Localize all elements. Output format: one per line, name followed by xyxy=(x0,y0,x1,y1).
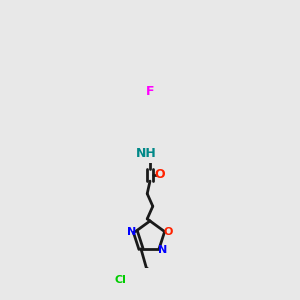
Text: NH: NH xyxy=(136,147,157,160)
Text: N: N xyxy=(127,227,136,237)
Text: Cl: Cl xyxy=(115,275,126,285)
Text: N: N xyxy=(158,244,167,254)
Text: O: O xyxy=(154,168,165,181)
Text: F: F xyxy=(146,85,154,98)
Text: O: O xyxy=(164,226,173,237)
